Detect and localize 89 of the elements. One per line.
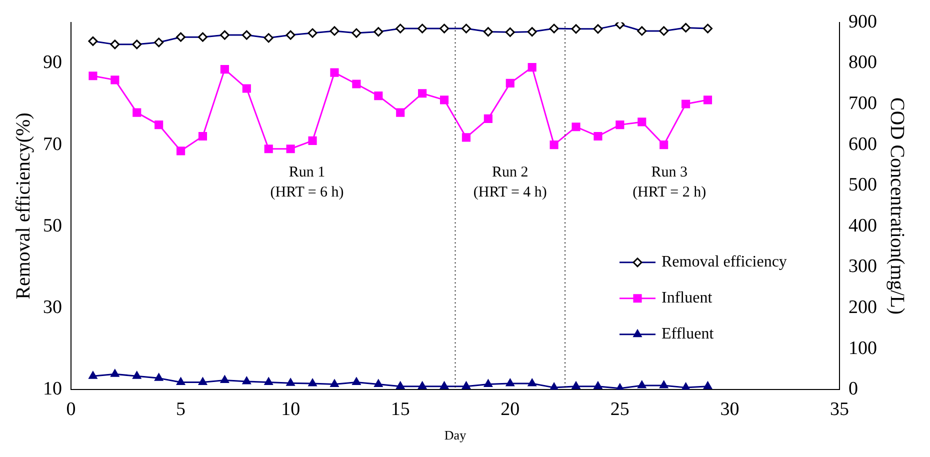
y-tick-label: 30 <box>43 296 62 318</box>
point <box>638 380 646 388</box>
point <box>638 118 646 126</box>
point <box>616 120 624 130</box>
point <box>572 382 580 390</box>
legend-label: Effluent <box>662 326 714 343</box>
point <box>242 376 251 384</box>
point <box>594 132 602 141</box>
point <box>462 133 471 142</box>
annotation: Run 1 (HRT = 6 h) <box>270 164 344 201</box>
point <box>154 120 164 130</box>
point <box>176 378 185 386</box>
y-tick-label: 90 <box>43 52 62 74</box>
point <box>682 100 690 108</box>
y2-tick-label: 500 <box>848 174 877 196</box>
point <box>572 122 580 132</box>
point <box>682 382 690 390</box>
point <box>506 78 514 88</box>
point <box>418 382 427 390</box>
point <box>330 380 339 388</box>
y2-tick-label: 200 <box>848 296 877 318</box>
annotation: Run 3 (HRT = 2 h) <box>632 164 706 201</box>
x-tick-label: 25 <box>610 398 630 420</box>
y2-tick-label: 0 <box>848 378 858 400</box>
y2-tick-label: 300 <box>848 256 877 278</box>
x-tick-label: 0 <box>66 398 76 420</box>
x-tick-label: 35 <box>830 398 849 420</box>
point <box>286 144 295 154</box>
point <box>528 378 536 386</box>
point <box>132 108 142 117</box>
point <box>88 371 98 379</box>
x-tick-label: 5 <box>176 398 186 420</box>
y-tick-label: 50 <box>43 215 62 236</box>
point <box>484 114 492 123</box>
point <box>660 380 668 388</box>
y2-tick-label: 700 <box>848 92 877 114</box>
point <box>242 84 251 93</box>
y2-tick-label: 400 <box>848 215 877 236</box>
y2-tick-label: 100 <box>848 338 877 359</box>
y2-tick-label: 600 <box>848 134 877 155</box>
y-axis-title: Removal efficiency(%) <box>12 112 34 300</box>
point <box>176 146 186 156</box>
point <box>198 132 208 141</box>
point <box>506 378 514 386</box>
point <box>418 89 427 98</box>
point <box>396 382 405 390</box>
x-tick-label: 10 <box>281 398 300 420</box>
point <box>154 373 164 381</box>
legend-label: Removal efficiency <box>662 254 787 271</box>
point <box>528 62 536 72</box>
y-tick-label: 10 <box>43 378 62 400</box>
point <box>264 144 273 154</box>
point <box>88 72 98 80</box>
point <box>704 382 712 390</box>
point <box>440 96 449 104</box>
x-tick-label: 30 <box>720 398 740 420</box>
point <box>220 375 229 383</box>
point <box>660 140 668 150</box>
point <box>352 378 361 386</box>
x-tick-label: 20 <box>500 398 520 420</box>
point <box>220 65 229 74</box>
point <box>440 382 448 390</box>
point <box>308 136 317 146</box>
point <box>374 380 383 388</box>
point <box>484 380 492 388</box>
y2-axis-title: COD Concentration(mg/L) <box>886 97 908 315</box>
point <box>352 80 361 88</box>
point <box>286 378 295 386</box>
annotation: Run 2 (HRT = 4 h) <box>473 164 547 201</box>
point <box>396 108 405 117</box>
y2-tick-label: 900 <box>848 11 877 32</box>
point <box>550 382 558 390</box>
point <box>462 382 470 390</box>
x-axis-title: Day <box>444 428 467 443</box>
point <box>330 68 339 77</box>
point <box>264 378 273 386</box>
y2-tick-label: 800 <box>848 52 877 74</box>
point <box>594 382 602 390</box>
point <box>703 96 712 104</box>
legend-label: Influent <box>662 290 713 307</box>
point <box>132 371 142 379</box>
point <box>374 92 383 100</box>
x-tick-label: 15 <box>390 398 410 420</box>
y-tick-label: 70 <box>43 134 62 155</box>
point <box>308 378 317 386</box>
point <box>198 378 207 386</box>
point <box>550 140 558 150</box>
point <box>110 369 120 377</box>
point <box>110 76 120 84</box>
